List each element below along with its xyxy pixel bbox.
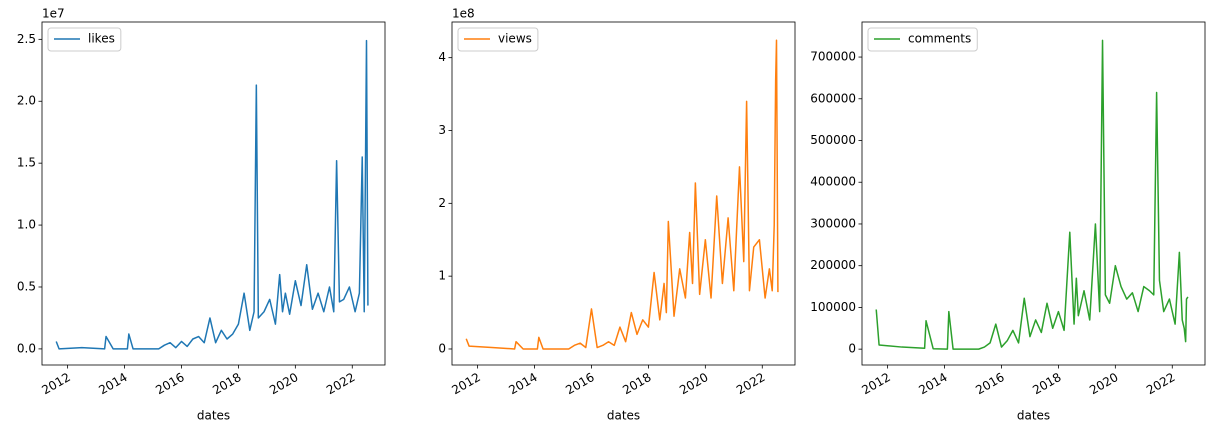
y-tick-label: 200000 bbox=[810, 258, 856, 272]
y-tick-label: 2.0 bbox=[17, 94, 36, 108]
y-tick-label: 500000 bbox=[810, 133, 856, 147]
x-tick-label: 2014 bbox=[96, 370, 129, 397]
x-tick-label: 2020 bbox=[677, 370, 710, 397]
x-axis-label: dates bbox=[197, 409, 230, 423]
legend-label: likes bbox=[88, 32, 115, 46]
axes-frame bbox=[861, 21, 1206, 366]
x-tick-label: 2016 bbox=[563, 370, 596, 397]
legend: views bbox=[457, 27, 539, 52]
legend-label: views bbox=[498, 32, 532, 46]
x-tick-label: 2022 bbox=[734, 370, 767, 397]
y-tick-label: 1.5 bbox=[17, 156, 36, 170]
y-tick-label: 700000 bbox=[810, 50, 856, 64]
y-tick-label: 400000 bbox=[810, 175, 856, 189]
x-tick-label: 2016 bbox=[973, 370, 1006, 397]
legend-box bbox=[457, 27, 539, 52]
x-tick-label: 2020 bbox=[267, 370, 300, 397]
x-tick-label: 2014 bbox=[506, 370, 539, 397]
y-tick-label: 2 bbox=[438, 196, 446, 210]
axes-frame bbox=[451, 21, 796, 366]
legend-box bbox=[47, 27, 122, 52]
legend: comments bbox=[867, 27, 978, 52]
y-tick-label: 0 bbox=[848, 342, 856, 356]
x-tick-label: 2022 bbox=[324, 370, 357, 397]
y-tick-label: 0.0 bbox=[17, 341, 36, 355]
x-tick-label: 2018 bbox=[620, 370, 653, 397]
axes-frame bbox=[41, 21, 386, 366]
y-tick-label: 0.5 bbox=[17, 279, 36, 293]
legend-label: comments bbox=[908, 32, 971, 46]
y-tick-label: 300000 bbox=[810, 216, 856, 230]
y-offset-label: 1e7 bbox=[42, 7, 65, 21]
x-axis-label: dates bbox=[1017, 409, 1050, 423]
y-tick-label: 600000 bbox=[810, 91, 856, 105]
x-tick-label: 2020 bbox=[1087, 370, 1120, 397]
y-tick-label: 0 bbox=[438, 341, 446, 355]
y-tick-label: 4 bbox=[438, 50, 446, 64]
x-axis-label: dates bbox=[607, 409, 640, 423]
y-tick-label: 2.5 bbox=[17, 32, 36, 46]
x-tick-label: 2022 bbox=[1144, 370, 1177, 397]
subplot: 0 1 2 3 4 2012 2014 2016 2018 2020 2022 1e8 dates vie… bbox=[438, 7, 796, 423]
legend-box bbox=[867, 27, 978, 52]
x-tick-label: 2012 bbox=[449, 370, 482, 397]
line bbox=[465, 39, 779, 350]
y-offset-label: 1e8 bbox=[452, 7, 475, 21]
y-tick-label: 1.0 bbox=[17, 218, 36, 232]
x-tick-label: 2012 bbox=[39, 370, 72, 397]
x-tick-label: 2018 bbox=[210, 370, 243, 397]
subplot: 0 100000 200000 300000 400000 500000 600000 700… bbox=[810, 21, 1206, 423]
legend: likes bbox=[47, 27, 122, 52]
x-tick-label: 2018 bbox=[1030, 370, 1063, 397]
line bbox=[55, 39, 369, 350]
line bbox=[875, 39, 1189, 350]
x-tick-label: 2016 bbox=[153, 370, 186, 397]
x-tick-label: 2014 bbox=[916, 370, 949, 397]
y-tick-label: 100000 bbox=[810, 300, 856, 314]
x-tick-label: 2012 bbox=[859, 370, 892, 397]
y-tick-label: 1 bbox=[438, 269, 446, 283]
subplot: 0.0 0.5 1.0 1.5 2.0 2.5 2012 2014 2016 2018 2020 20… bbox=[17, 7, 386, 423]
y-tick-label: 3 bbox=[438, 123, 446, 137]
